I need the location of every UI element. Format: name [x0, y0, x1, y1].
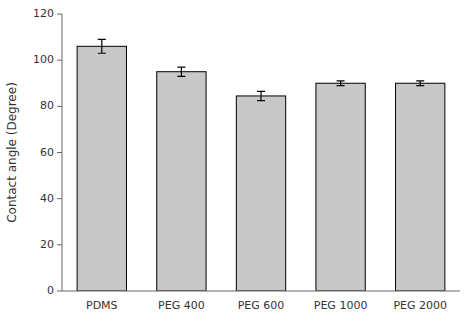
y-tick-label: 60 [40, 146, 54, 159]
y-tick [57, 14, 62, 15]
x-tick-label: PDMS [86, 299, 118, 312]
error-bar [177, 67, 185, 76]
x-tick-label: PEG 600 [238, 299, 285, 312]
y-tick [57, 198, 62, 199]
error-bar [257, 91, 265, 100]
y-axis: 0 20 40 60 80 100 120 [33, 7, 62, 297]
y-tick-label: 20 [40, 238, 54, 251]
y-tick [57, 291, 62, 292]
bar [157, 72, 206, 291]
y-tick [57, 106, 62, 107]
y-tick-label: 120 [33, 7, 54, 20]
x-tick-label: PEG 1000 [314, 299, 368, 312]
y-axis-label: Contact angle (Degree) [5, 82, 19, 223]
x-axis-line [62, 291, 460, 292]
y-tick-label: 40 [40, 192, 54, 205]
error-bar [416, 81, 424, 86]
x-tick-label: PEG 400 [158, 299, 205, 312]
error-bar [337, 81, 345, 86]
y-axis-line [62, 14, 63, 291]
y-tick [57, 152, 62, 153]
y-tick-label: 0 [47, 284, 54, 297]
bar [236, 96, 285, 291]
chart-svg: 0 20 40 60 80 100 120 PDMS PEG 400 PEG 600 PEG 100… [0, 0, 474, 323]
x-axis: PDMS PEG 400 PEG 600 PEG 1000 PEG 2000 [86, 299, 447, 312]
x-tick-label: PEG 2000 [393, 299, 447, 312]
y-tick [57, 244, 62, 245]
y-tick-label: 100 [33, 53, 54, 66]
bar [396, 83, 445, 291]
bar [77, 46, 126, 291]
plot-area [77, 39, 445, 291]
y-tick-label: 80 [40, 99, 54, 112]
page: {"chart_data": {"type": "bar", "categori… [0, 0, 474, 323]
bar [316, 83, 365, 291]
error-bar [98, 39, 106, 53]
chart-container: 0 20 40 60 80 100 120 PDMS PEG 400 PEG 600 PEG 100… [0, 0, 474, 323]
y-tick [57, 60, 62, 61]
